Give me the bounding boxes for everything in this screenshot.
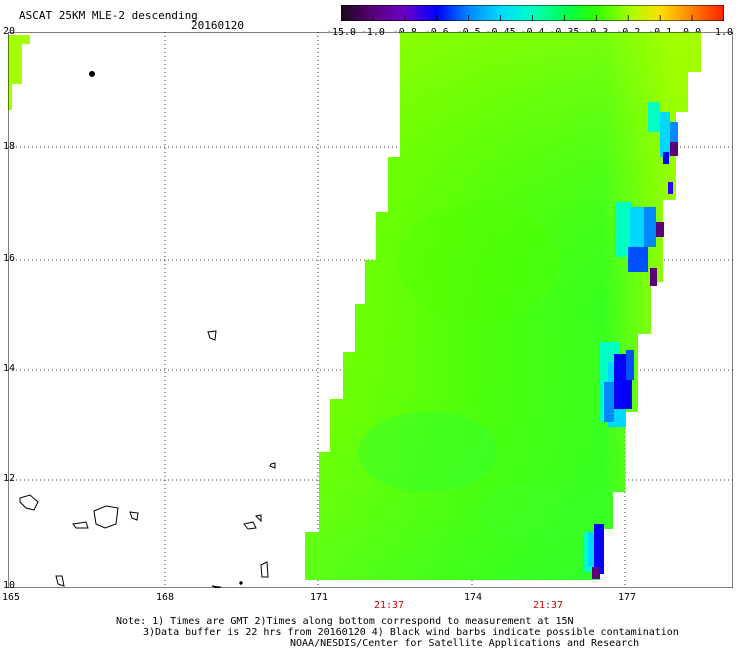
lon-tick-label: 165 xyxy=(2,592,21,603)
lat-tick-label: 18 xyxy=(3,141,16,152)
lon-tick-label: 171 xyxy=(310,592,329,603)
lat-tick-label: 16 xyxy=(3,253,16,264)
lat-tick-label: 20 xyxy=(3,26,16,37)
footnote-line-3: NOAA/NESDIS/Center for Satellite Applica… xyxy=(290,638,640,649)
lon-tick-label: 168 xyxy=(156,592,175,603)
footnote-line-1: Note: 1) Times are GMT 2)Times along bot… xyxy=(116,616,574,627)
pass-time-label: 21:37 xyxy=(373,600,405,611)
coastlines xyxy=(19,71,276,588)
footnote-line-2: 3)Data buffer is 22 hrs from 20160120 4)… xyxy=(143,627,679,638)
lat-tick-label: 10 xyxy=(3,580,16,591)
lat-tick-label: 12 xyxy=(3,473,16,484)
product-title: ASCAT 25KM MLE-2 descending xyxy=(19,9,198,22)
lat-tick-label: 14 xyxy=(3,363,16,374)
lon-tick-label: 174 xyxy=(464,592,483,603)
corner-swath-fragment xyxy=(8,35,30,110)
colorbar xyxy=(341,5,724,21)
data-swath xyxy=(305,32,701,580)
swath-edge-anomalies xyxy=(583,102,678,579)
product-date: 20160120 xyxy=(191,19,244,32)
lon-tick-label: 177 xyxy=(618,592,637,603)
map-plot xyxy=(8,32,733,588)
pass-time-label: 21:37 xyxy=(532,600,564,611)
